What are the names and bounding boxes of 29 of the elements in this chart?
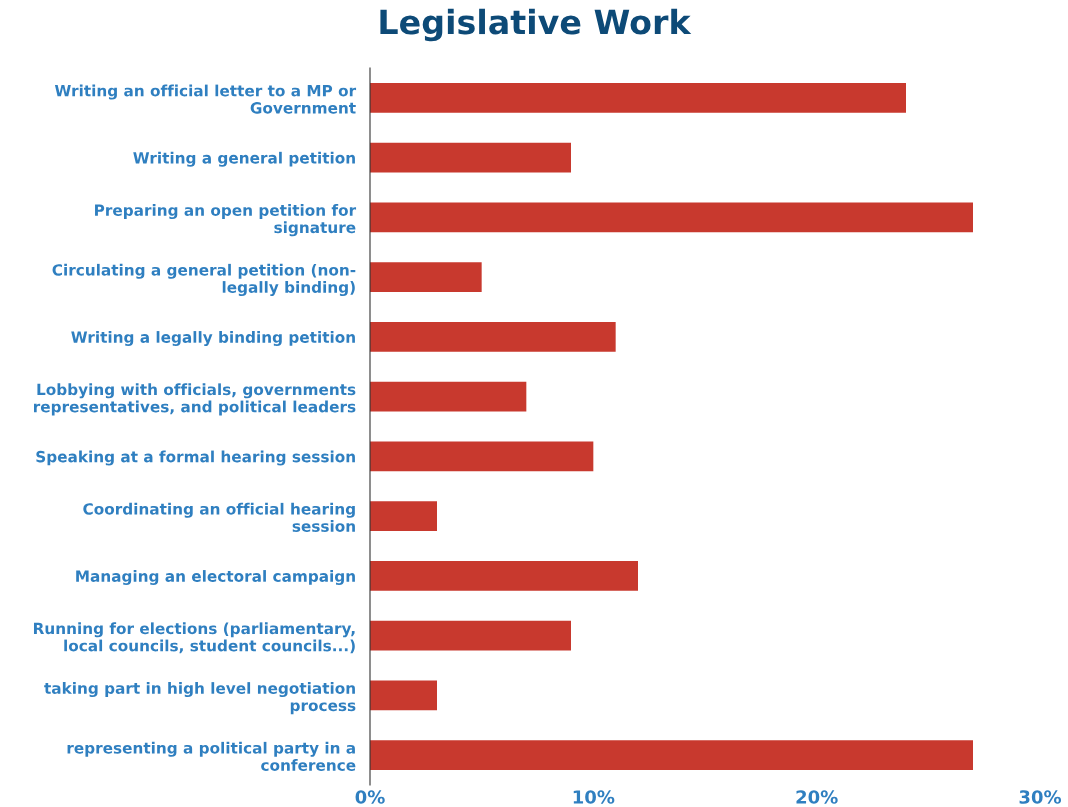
x-tick-label: 30%: [1019, 790, 1062, 804]
bar: [370, 262, 482, 293]
bar: [370, 740, 973, 771]
y-tick-label: representing a political party in a conference: [67, 741, 356, 771]
y-tick-label: Preparing an open petition for signature: [95, 204, 357, 237]
bar: [370, 82, 906, 113]
x-tick-label: 20%: [796, 790, 838, 804]
y-tick-label: Writing a legally binding petition: [71, 331, 355, 346]
y-tick-label: Lobbying with officials, governments representatives, and political leaders: [34, 383, 356, 416]
y-tick-label: Coordinating an official hearing session: [83, 502, 355, 532]
chart-title: Legislative Work: [380, 8, 692, 42]
bar: [370, 501, 437, 532]
y-tick-label: Managing an electoral campaign: [76, 570, 355, 585]
bar: [370, 381, 527, 412]
y-tick-label: Running for elections (parliamentary, local councils, student councils...): [33, 622, 355, 654]
bar: [370, 202, 973, 233]
y-tick-label: Writing a general petition: [133, 151, 355, 167]
bar: [370, 620, 571, 651]
bar: [370, 680, 437, 711]
y-tick-label: taking part in high level negotiation process: [44, 682, 356, 715]
bar: [370, 321, 616, 352]
y-tick-label: Writing an official letter to a MP or Government: [54, 84, 357, 114]
y-tick-label: Circulating a general petition (non- legally binding): [52, 263, 356, 296]
x-tick-label: 0%: [355, 790, 385, 804]
bar: [370, 142, 571, 173]
x-tick-label: 10%: [573, 790, 615, 804]
bar: [370, 441, 594, 472]
y-tick-label: Speaking at a formal hearing session: [36, 450, 355, 466]
bar: [370, 560, 638, 591]
